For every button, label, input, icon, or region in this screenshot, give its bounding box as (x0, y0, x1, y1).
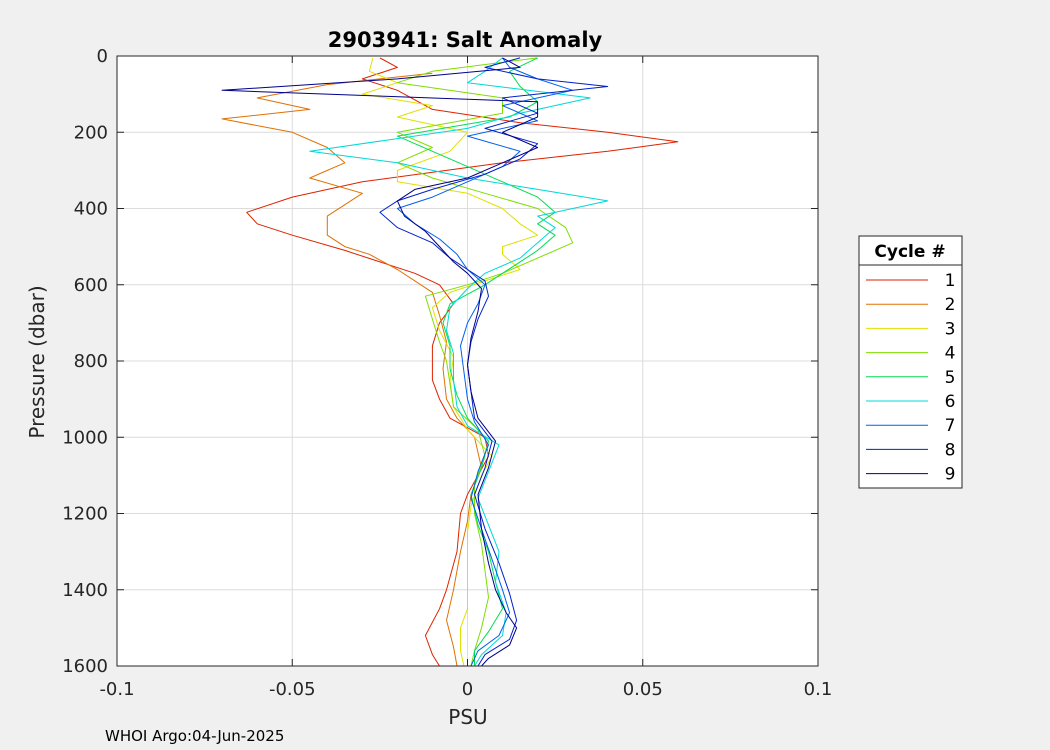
legend-label-cycle-8: 8 (945, 440, 956, 460)
series-line-cycle-6 (309, 57, 609, 667)
axis-ticks: -0.1 -0.05 0 0.05 0.1 0 200 400 600 800 1000 1200 14… (62, 46, 832, 700)
legend-label-cycle-2: 2 (945, 295, 956, 315)
legend-label-cycle-3: 3 (945, 319, 956, 339)
y-tick-label: 1400 (62, 580, 108, 601)
x-tick-label: -0.1 (99, 679, 134, 700)
series-line-cycle-1 (246, 57, 679, 667)
legend-label-cycle-6: 6 (945, 392, 956, 412)
x-tick-label: -0.05 (269, 679, 316, 700)
series-layer (221, 57, 679, 667)
x-tick-label: 0.05 (623, 679, 663, 700)
series-line-cycle-3 (361, 57, 539, 667)
series-line-cycle-8 (379, 57, 609, 667)
legend-label-cycle-1: 1 (945, 271, 956, 291)
y-tick-label: 600 (74, 275, 108, 296)
y-tick-label: 1000 (62, 427, 108, 448)
legend-title: Cycle # (874, 242, 945, 262)
y-tick-label: 200 (74, 122, 108, 143)
legend-box (858, 235, 963, 489)
series-line-cycle-2 (221, 72, 482, 667)
legend-label-cycle-9: 9 (945, 465, 956, 485)
y-tick-label: 0 (97, 46, 108, 67)
x-tick-label: 0 (462, 679, 473, 700)
y-tick-label: 800 (74, 351, 108, 372)
x-axis-label: PSU (448, 705, 487, 729)
y-tick-label: 400 (74, 199, 108, 220)
legend-label-cycle-4: 4 (945, 344, 956, 364)
y-tick-label: 1200 (62, 504, 108, 525)
legend-label-cycle-7: 7 (945, 416, 956, 436)
series-line-cycle-7 (396, 57, 574, 667)
chart-title: 2903941: Salt Anomaly (328, 28, 603, 52)
footer-text: WHOI Argo:04-Jun-2025 (105, 727, 284, 745)
legend: Cycle # 1 2 3 4 5 6 7 8 9 (858, 235, 963, 489)
y-axis-label: Pressure (dbar) (25, 285, 49, 438)
x-tick-label: 0.1 (804, 679, 833, 700)
series-line-cycle-9 (221, 57, 539, 667)
legend-label-cycle-5: 5 (945, 368, 956, 388)
y-tick-label: 1600 (62, 656, 108, 677)
